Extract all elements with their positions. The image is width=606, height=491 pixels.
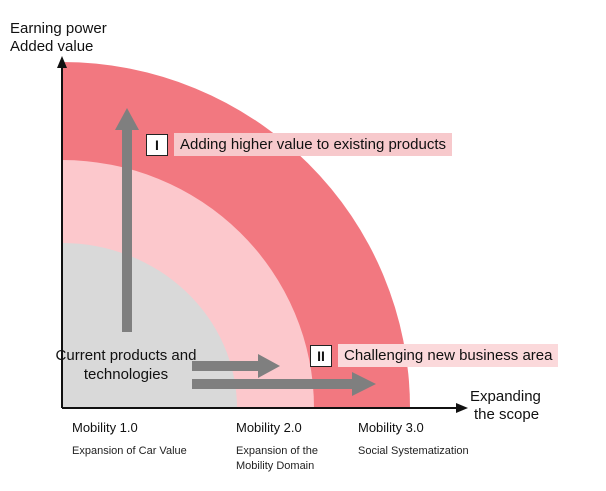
mobility-1-name: Mobility 1.0 bbox=[72, 420, 138, 435]
mobility-3-name: Mobility 3.0 bbox=[358, 420, 424, 435]
mobility-2-name: Mobility 2.0 bbox=[236, 420, 302, 435]
mobility-3-desc: Social Systematization bbox=[358, 445, 469, 457]
roman-numeral-badge-i: I bbox=[146, 133, 168, 156]
mobility-2-desc-line-2: Mobility Domain bbox=[236, 460, 315, 472]
x-axis-title-line-2: the scope bbox=[474, 406, 540, 423]
current-products-line-1: Current products and bbox=[55, 347, 197, 364]
label-challenging-new-business: II Challenging new business area bbox=[310, 344, 559, 367]
y-axis-title-line-1: Earning power bbox=[10, 20, 107, 37]
y-axis-title-line-2: Added value bbox=[10, 38, 94, 55]
long-arrow-shaft bbox=[192, 379, 354, 389]
label-challenging-new-business-text: Challenging new business area bbox=[338, 344, 559, 367]
short-arrow-head bbox=[258, 354, 280, 378]
label-adding-higher-value-text: Adding higher value to existing products bbox=[174, 133, 453, 156]
roman-numeral-badge-ii: II bbox=[310, 344, 332, 367]
vertical-arrow-shaft bbox=[122, 128, 132, 332]
mobility-1-desc: Expansion of Car Value bbox=[72, 445, 187, 457]
y-axis-title: Earning power Added value bbox=[10, 20, 107, 56]
x-axis-title-line-1: Expanding bbox=[470, 388, 541, 405]
current-products-line-2: technologies bbox=[83, 366, 169, 383]
x-axis-title: Expanding the scope bbox=[470, 388, 541, 424]
mobility-3-label: Mobility 3.0 Social Systematization bbox=[358, 420, 469, 459]
long-arrow-head bbox=[352, 372, 376, 396]
mobility-1-label: Mobility 1.0 Expansion of Car Value bbox=[72, 420, 187, 459]
short-arrow-shaft bbox=[192, 361, 260, 371]
mobility-2-desc-line-1: Expansion of the bbox=[236, 445, 318, 457]
label-adding-higher-value: I Adding higher value to existing produc… bbox=[146, 133, 453, 156]
vertical-arrow-head bbox=[115, 108, 139, 130]
mobility-2-label: Mobility 2.0 Expansion of the Mobility D… bbox=[236, 420, 318, 474]
x-axis-arrowhead bbox=[456, 403, 468, 413]
y-axis-arrowhead bbox=[57, 56, 67, 68]
current-products-label: Current products and technologies bbox=[46, 346, 206, 384]
